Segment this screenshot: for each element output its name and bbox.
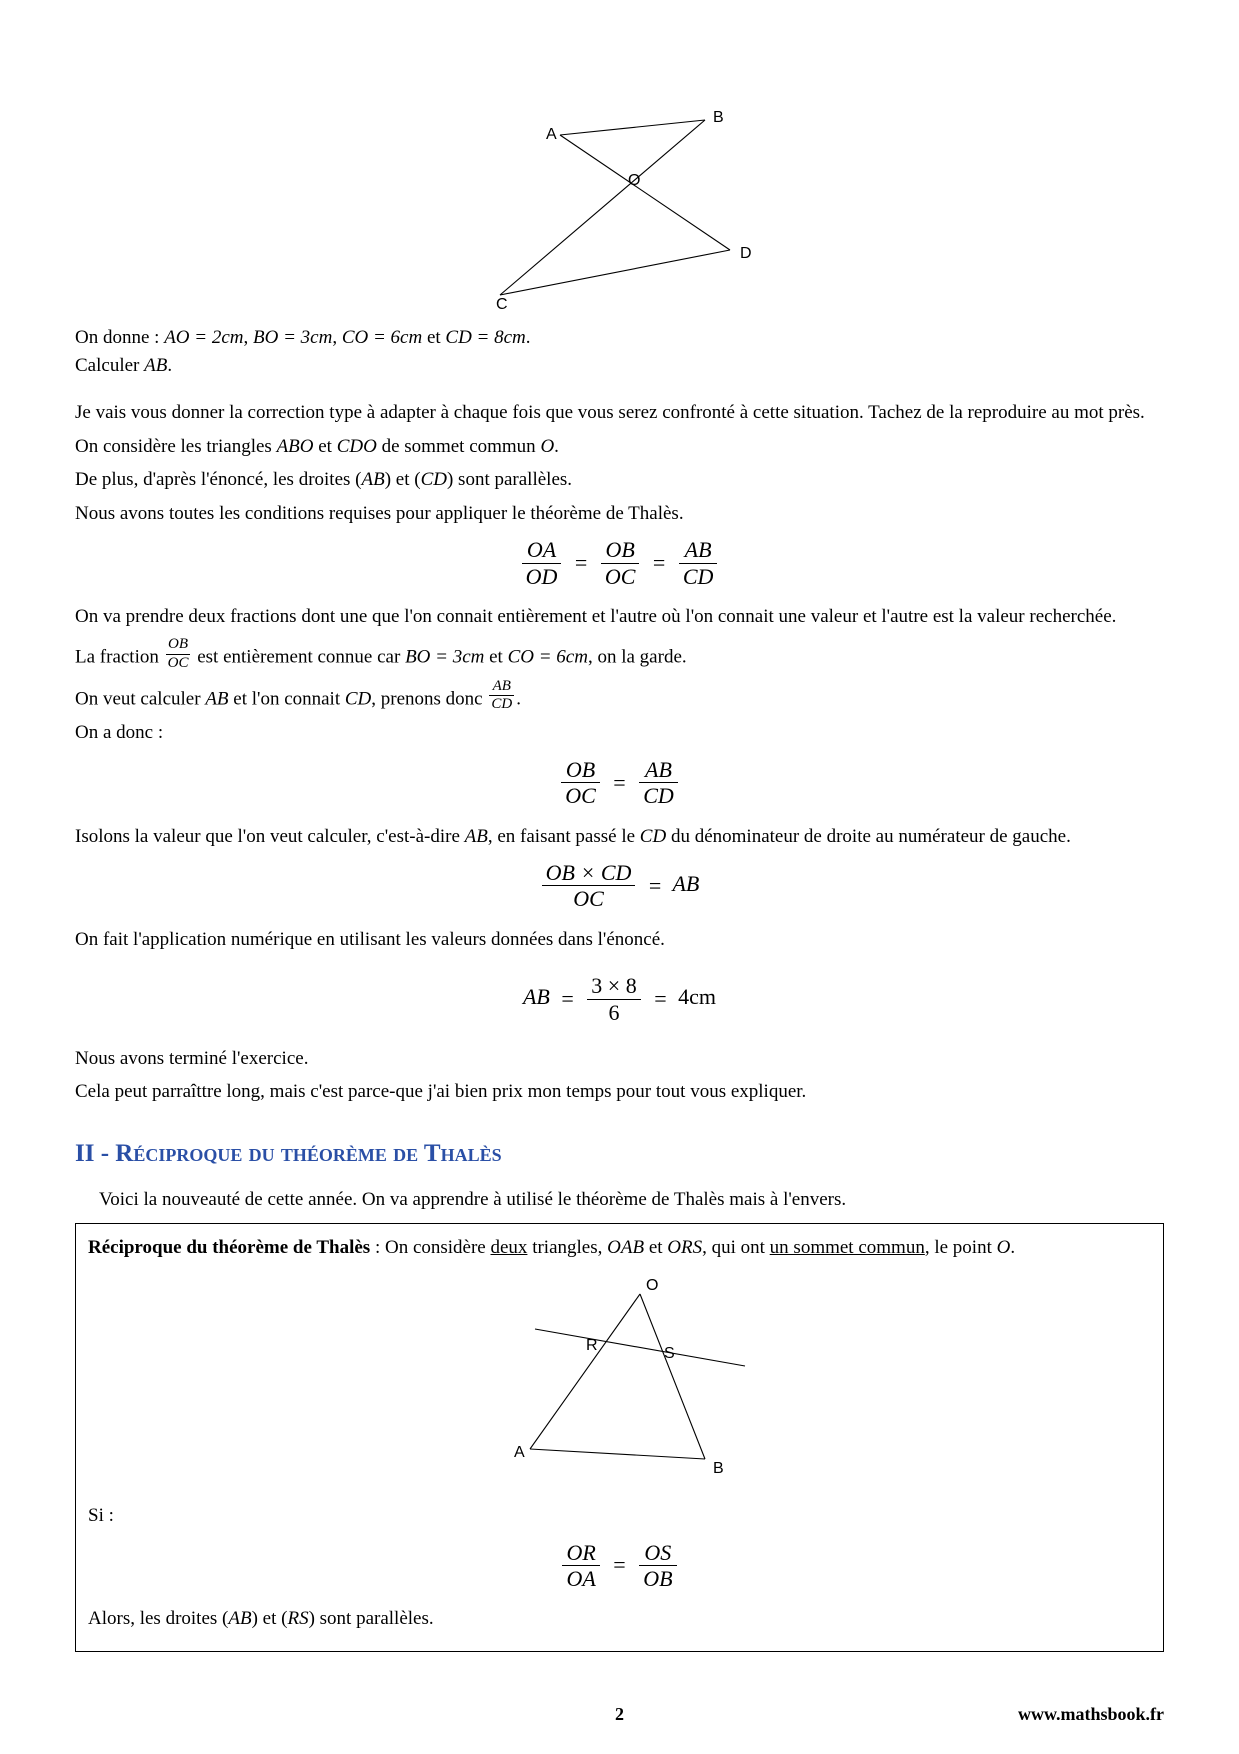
figure-oab-ors: O R S A B	[440, 1274, 800, 1484]
p-intro: Je vais vous donner la correction type à…	[75, 399, 1164, 427]
theorem-box: Réciproque du théorème de Thalès : On co…	[75, 1223, 1164, 1651]
svg-text:A: A	[514, 1444, 525, 1461]
p-numeric: On fait l'application numérique en utili…	[75, 926, 1164, 954]
svg-text:O: O	[646, 1277, 658, 1294]
p-so: On a donc :	[75, 719, 1164, 747]
given-line: On donne : AO = 2cm, BO = 3cm, CO = 6cm …	[75, 324, 1164, 379]
p-fraction-known: La fraction OBOC est entièrement connue …	[75, 636, 1164, 672]
p-parallel: De plus, d'après l'énoncé, les droites (…	[75, 466, 1164, 494]
p-triangles: On considère les triangles ABO et CDO de…	[75, 433, 1164, 461]
page: A B O D C On donne : AO = 2cm, BO = 3cm, CO …	[0, 0, 1239, 1754]
svg-text:B: B	[713, 109, 724, 126]
equation-result: AB = 3 × 86 = 4cm	[75, 973, 1164, 1025]
box-conclusion: Alors, les droites (AB) et (RS) sont par…	[88, 1605, 1151, 1633]
svg-text:B: B	[713, 1460, 724, 1477]
svg-text:R: R	[586, 1337, 598, 1354]
p-done: Nous avons terminé l'exercice.	[75, 1045, 1164, 1073]
svg-text:D: D	[740, 245, 752, 262]
equation-reciproque: OROA = OSOB	[88, 1540, 1151, 1592]
p-fraction-want: On veut calculer AB et l'on connait CD, …	[75, 678, 1164, 714]
p-conditions: Nous avons toutes les conditions requise…	[75, 500, 1164, 528]
equation-two-fractions: OBOC = ABCD	[75, 757, 1164, 809]
p-section-intro: Voici la nouveauté de cette année. On va…	[75, 1186, 1164, 1214]
figure-abocd: A B O D C	[470, 100, 770, 310]
svg-text:O: O	[628, 172, 640, 189]
svg-text:C: C	[496, 296, 508, 310]
svg-text:S: S	[664, 1345, 675, 1362]
equation-isolated: OB × CDOC = AB	[75, 860, 1164, 912]
p-pick-fractions: On va prendre deux fractions dont une qu…	[75, 603, 1164, 631]
box-intro: Réciproque du théorème de Thalès : On co…	[88, 1234, 1151, 1262]
p-long: Cela peut parraîttre long, mais c'est pa…	[75, 1078, 1164, 1106]
p-isolate: Isolons la valeur que l'on veut calculer…	[75, 823, 1164, 851]
site-url: www.mathsbook.fr	[1018, 1704, 1164, 1725]
page-number: 2	[615, 1704, 624, 1725]
equation-thales: OAOD = OBOC = ABCD	[75, 537, 1164, 589]
svg-text:A: A	[546, 126, 557, 143]
section-title-reciproque: II - Réciproque du théorème de Thalès	[75, 1140, 1164, 1168]
box-si: Si :	[88, 1502, 1151, 1530]
